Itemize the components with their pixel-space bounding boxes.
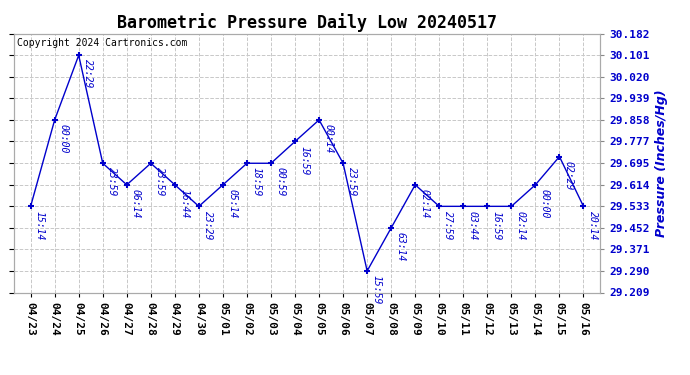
- Text: 18:59: 18:59: [251, 167, 261, 197]
- Text: 05:14: 05:14: [227, 189, 237, 218]
- Text: 00:00: 00:00: [59, 124, 69, 153]
- Text: 02:14: 02:14: [420, 189, 429, 218]
- Text: 22:29: 22:29: [83, 60, 93, 89]
- Text: 23:59: 23:59: [107, 167, 117, 197]
- Text: 06:14: 06:14: [131, 189, 141, 218]
- Text: 27:59: 27:59: [444, 210, 453, 240]
- Text: 16:44: 16:44: [179, 189, 189, 218]
- Text: 02:29: 02:29: [564, 161, 573, 190]
- Text: 16:59: 16:59: [491, 210, 502, 240]
- Text: 23:29: 23:29: [203, 210, 213, 240]
- Title: Barometric Pressure Daily Low 20240517: Barometric Pressure Daily Low 20240517: [117, 13, 497, 32]
- Y-axis label: Pressure (Inches/Hg): Pressure (Inches/Hg): [656, 89, 669, 237]
- Text: 63:14: 63:14: [395, 232, 405, 261]
- Text: 23:59: 23:59: [155, 167, 165, 197]
- Text: 00:59: 00:59: [275, 167, 285, 197]
- Text: 15:14: 15:14: [34, 210, 45, 240]
- Text: 15:59: 15:59: [371, 275, 382, 304]
- Text: 20:14: 20:14: [588, 210, 598, 240]
- Text: 00:00: 00:00: [540, 189, 549, 218]
- Text: 16:59: 16:59: [299, 146, 309, 175]
- Text: 02:14: 02:14: [515, 210, 526, 240]
- Text: 23:59: 23:59: [347, 167, 357, 197]
- Text: Copyright 2024 Cartronics.com: Copyright 2024 Cartronics.com: [17, 38, 187, 48]
- Text: 03:44: 03:44: [467, 210, 477, 240]
- Text: 00:14: 00:14: [323, 124, 333, 153]
